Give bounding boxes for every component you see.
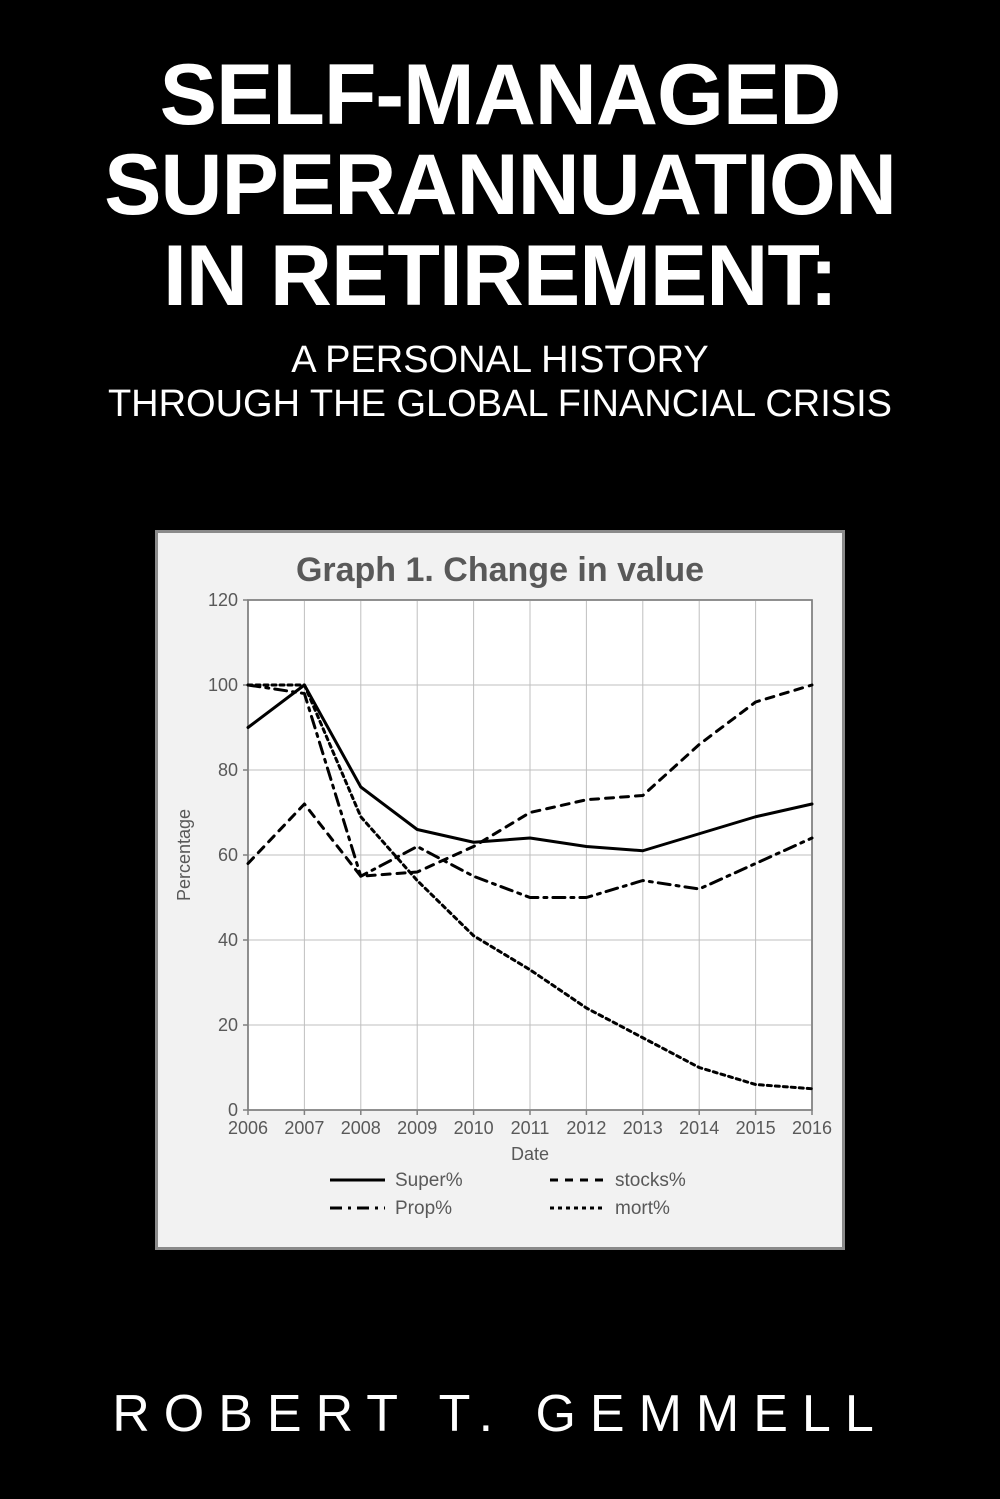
svg-text:stocks%: stocks% [615,1170,686,1191]
subtitle-line-1: A PERSONAL HISTORY [0,339,1000,383]
main-title: SELF-MANAGED SUPERANNUATION IN RETIREMEN… [0,50,1000,321]
svg-text:120: 120 [208,590,238,610]
subtitle: A PERSONAL HISTORY THROUGH THE GLOBAL FI… [0,339,1000,426]
svg-text:Prop%: Prop% [395,1198,452,1219]
svg-text:0: 0 [228,1100,238,1120]
line-chart: 0 20 40 60 80 100 120 2006 2007 2008 2009 2010 2011 2… [158,590,842,1240]
title-line-2: SUPERANNUATION [0,140,1000,230]
chart-title: Graph 1. Change in value [158,551,842,590]
chart-container: Graph 1. Change in value 0 20 40 60 80 100 120… [155,530,845,1250]
svg-text:2012: 2012 [566,1118,606,1138]
svg-text:Super%: Super% [395,1170,463,1191]
svg-text:2010: 2010 [454,1118,494,1138]
svg-text:mort%: mort% [615,1198,670,1219]
svg-text:20: 20 [218,1015,238,1035]
svg-text:2015: 2015 [736,1118,776,1138]
svg-text:2013: 2013 [623,1118,663,1138]
subtitle-line-2: THROUGH THE GLOBAL FINANCIAL CRISIS [0,383,1000,427]
svg-text:Percentage: Percentage [174,809,194,901]
author-name: ROBERT T. GEMMELL [0,1384,1000,1444]
title-line-1: SELF-MANAGED [0,50,1000,140]
svg-text:2011: 2011 [511,1118,550,1138]
svg-text:2014: 2014 [679,1118,719,1138]
svg-text:80: 80 [218,760,238,780]
svg-text:40: 40 [218,930,238,950]
svg-text:2009: 2009 [397,1118,437,1138]
svg-text:100: 100 [208,675,238,695]
svg-text:2008: 2008 [341,1118,381,1138]
svg-text:60: 60 [218,845,238,865]
title-block: SELF-MANAGED SUPERANNUATION IN RETIREMEN… [0,0,1000,426]
title-line-3: IN RETIREMENT: [0,231,1000,321]
svg-text:2007: 2007 [284,1118,324,1138]
svg-text:2006: 2006 [228,1118,268,1138]
svg-text:2016: 2016 [792,1118,832,1138]
svg-text:Date: Date [511,1144,549,1164]
